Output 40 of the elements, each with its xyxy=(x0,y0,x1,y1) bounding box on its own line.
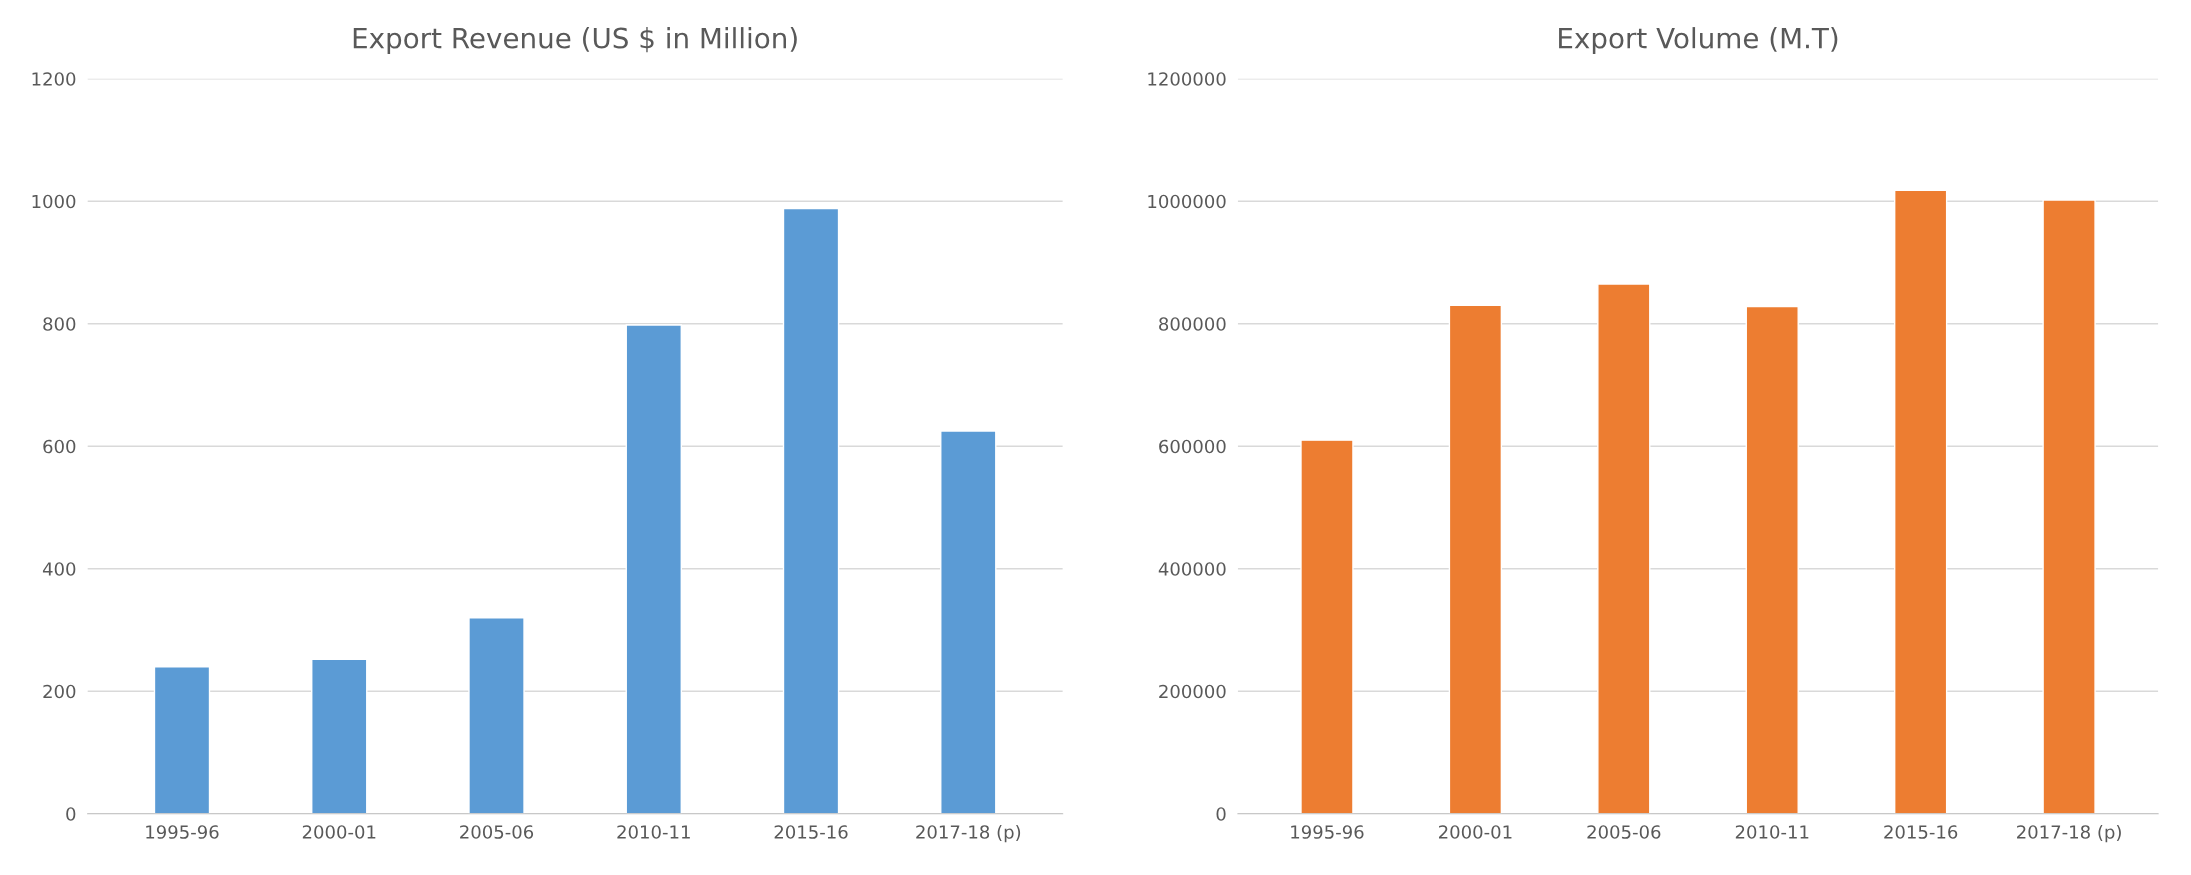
y-tick-label: 0 xyxy=(66,807,76,821)
chart-title: Export Revenue (US $ in Million) xyxy=(353,27,797,54)
y-tick-label: 200 xyxy=(43,684,76,699)
x-tick-label: 2015-16 xyxy=(1884,825,1958,839)
bar xyxy=(625,324,682,814)
y-tick-label: 600 xyxy=(43,439,76,454)
y-tick-label: 400 xyxy=(42,562,76,576)
x-tick-label: 2000-01 xyxy=(1438,825,1512,839)
y-tick-label: 1200000 xyxy=(1148,72,1226,86)
bar xyxy=(1893,189,1948,814)
x-tick-label: 2010-11 xyxy=(617,825,690,839)
x-tick-label: 2005-06 xyxy=(460,825,534,839)
y-tick-label: 0 xyxy=(1216,807,1226,821)
x-tick-label: 2017-18 (p) xyxy=(2017,824,2121,843)
y-tick-label: 600000 xyxy=(1159,439,1226,454)
bar xyxy=(1597,283,1651,814)
x-tick-label: 2005-06 xyxy=(1587,825,1661,839)
x-tick-label: 2015-16 xyxy=(774,825,848,839)
y-tick-label: 800 xyxy=(43,317,76,331)
y-tick-label: 1000000 xyxy=(1148,194,1226,209)
bar xyxy=(1300,439,1354,814)
bar xyxy=(1745,305,1799,814)
y-tick-label: 400000 xyxy=(1158,562,1226,576)
bar xyxy=(940,430,997,814)
x-tick-label: 1995-96 xyxy=(1291,825,1364,839)
bar xyxy=(2042,199,2096,814)
bar xyxy=(153,666,211,814)
y-tick-label: 1200 xyxy=(32,72,76,86)
x-tick-label: 2017-18 (p) xyxy=(916,824,1021,843)
chart-title: Export Volume (M.T) xyxy=(1559,27,1838,54)
bar xyxy=(1448,304,1503,814)
bar xyxy=(468,617,525,814)
y-tick-label: 200000 xyxy=(1159,684,1226,699)
y-tick-label: 800000 xyxy=(1159,317,1226,331)
bar xyxy=(782,207,840,814)
y-tick-label: 1000 xyxy=(32,194,76,209)
x-tick-label: 2010-11 xyxy=(1735,825,1809,839)
bar xyxy=(311,658,368,814)
x-tick-label: 2000-01 xyxy=(302,825,376,839)
x-tick-label: 1995-96 xyxy=(146,825,219,839)
